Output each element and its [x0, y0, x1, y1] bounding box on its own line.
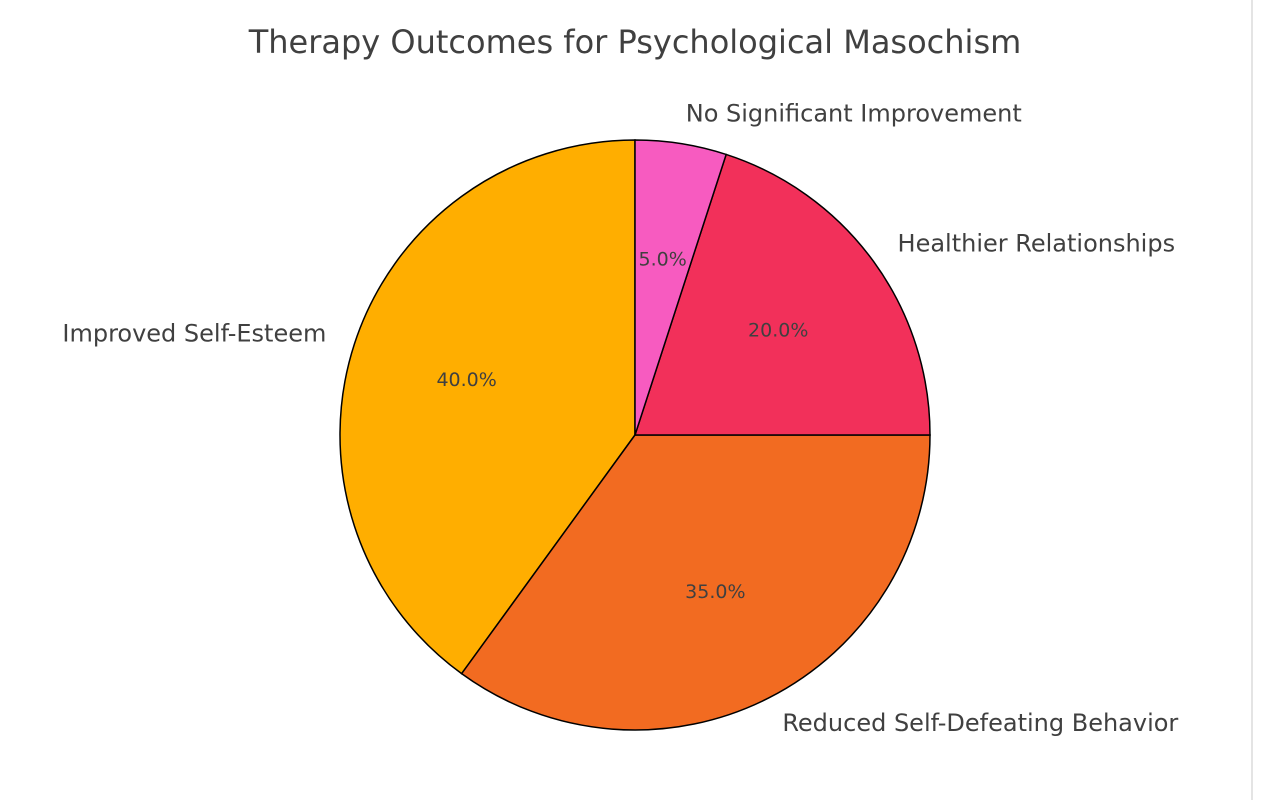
slice-label: No Significant Improvement	[686, 99, 1022, 127]
pie-slice	[339, 139, 636, 675]
value-label: 20.0%	[748, 319, 808, 341]
slice-label: Healthier Relationships	[898, 229, 1176, 257]
value-label: 40.0%	[436, 369, 496, 391]
slice-label: Improved Self-Esteem	[62, 320, 326, 348]
chart-title: Therapy Outcomes for Psychological Masoc…	[248, 23, 1022, 61]
slice-label: Reduced Self-Defeating Behavior	[782, 709, 1178, 737]
value-label: 5.0%	[639, 249, 687, 271]
pie-slice	[460, 434, 931, 731]
pie-slice	[634, 139, 728, 436]
pie-slice	[633, 153, 931, 436]
value-label: 35.0%	[685, 581, 745, 603]
